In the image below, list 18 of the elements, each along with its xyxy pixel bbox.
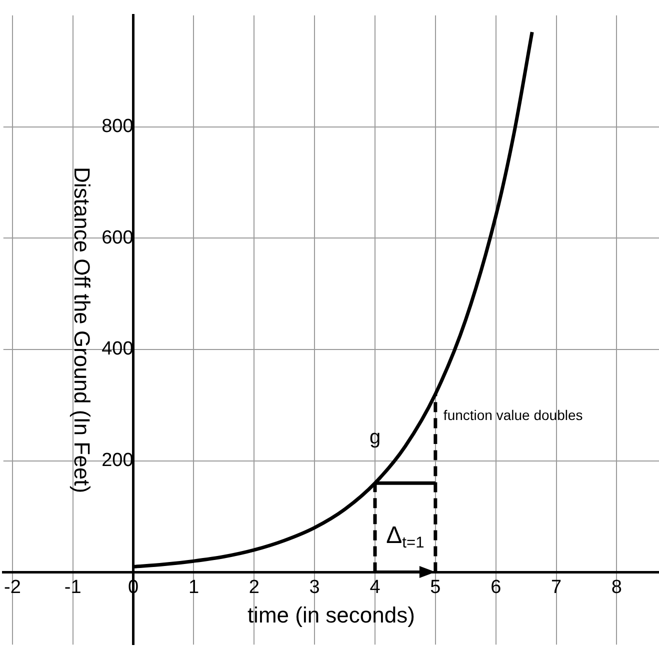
x-tick-label: -2	[4, 576, 21, 598]
x-tick-label: 6	[490, 576, 502, 598]
x-tick-label: 4	[370, 576, 381, 598]
series-label: function value doubles	[443, 406, 583, 423]
x-tick-label: 7	[550, 576, 562, 598]
x-tick-label: 1	[188, 576, 200, 598]
x-tick-label: 5	[430, 576, 441, 598]
x-tick-label: 3	[309, 576, 320, 598]
y-tick-label: 200	[102, 450, 134, 472]
x-axis-title: time (in seconds)	[247, 602, 415, 628]
x-tick-label: 8	[611, 576, 622, 598]
y-tick-label: 400	[102, 338, 134, 360]
series-label: g	[369, 426, 381, 449]
x-tick-label: -1	[64, 576, 82, 598]
y-tick-label: 600	[102, 227, 134, 248]
y-tick-label: 800	[102, 116, 134, 137]
x-tick-label: 2	[248, 576, 260, 598]
y-axis-title: Distance Off the Ground (In Feet)	[69, 166, 94, 494]
